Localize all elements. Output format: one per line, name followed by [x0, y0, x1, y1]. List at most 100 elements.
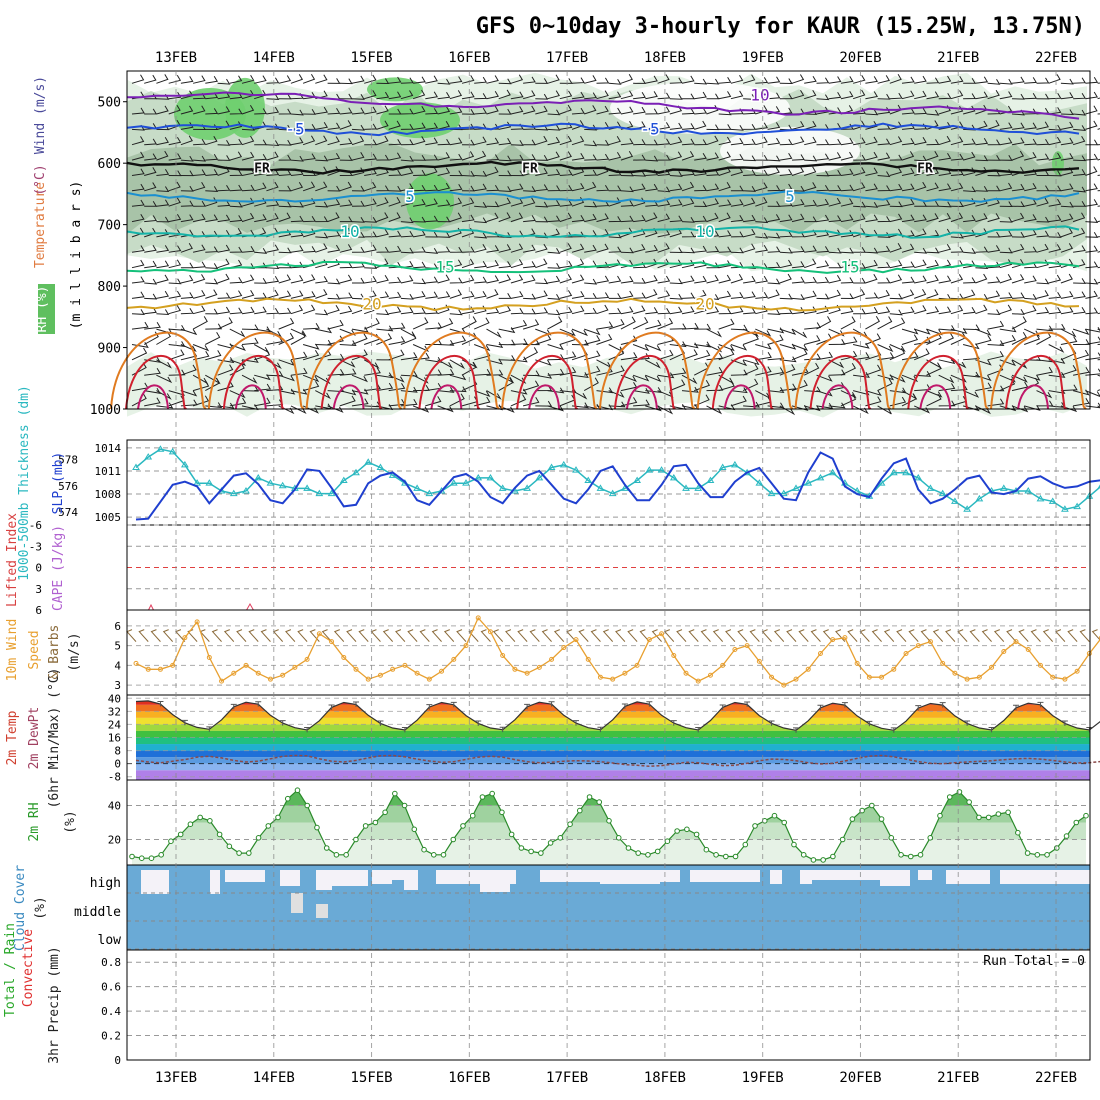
upper-wind-barb	[510, 243, 524, 253]
upper-wind-barb	[767, 334, 784, 345]
wind-10m-barb	[333, 629, 345, 642]
upper-wind-barb	[205, 323, 223, 330]
upper-wind-barb	[193, 155, 207, 162]
cloud-gap	[770, 870, 782, 884]
rh-point	[528, 848, 534, 855]
upper-wind-barb	[730, 344, 748, 351]
upper-wind-barb	[180, 364, 197, 376]
isotherm-line	[126, 225, 1080, 239]
upper-wind-barb	[620, 397, 638, 407]
upper-wind-barb	[144, 138, 158, 146]
upper-wind-barb	[987, 154, 1001, 161]
upper-wind-barb	[229, 75, 243, 84]
upper-wind-barb	[327, 122, 341, 130]
upper-wind-barb	[547, 275, 561, 284]
temp-minmax-bar	[744, 701, 751, 707]
upper-wind-barb	[510, 319, 528, 330]
upper-wind-barb	[535, 290, 548, 299]
upper-wind-barb	[694, 245, 708, 253]
upper-wind-barb	[914, 228, 927, 238]
upper-wind-barb	[914, 371, 932, 377]
upper-wind-barb	[144, 153, 157, 161]
rh-point	[168, 838, 174, 845]
date-label-bottom: 14FEB	[253, 1070, 295, 1086]
upper-wind-barb	[914, 305, 927, 315]
upper-wind-barb	[755, 244, 769, 253]
upper-ylabel-part: Temperature	[33, 182, 48, 268]
upper-wind-barb	[388, 276, 402, 284]
cloud-gap	[390, 870, 404, 880]
upper-wind-barb	[1085, 217, 1099, 223]
upper-wind-barb	[840, 229, 854, 238]
rh-point	[1073, 819, 1080, 826]
upper-wind-barb	[351, 349, 368, 361]
upper-wind-barb	[657, 106, 671, 115]
cloud-level-label: low	[98, 933, 122, 948]
upper-wind-barb	[816, 293, 830, 300]
upper-wind-barb	[400, 306, 414, 315]
upper-wind-barb	[498, 155, 512, 162]
rh-point	[693, 831, 700, 838]
rh-point	[927, 835, 934, 841]
upper-wind-barb	[400, 275, 414, 284]
wind-speed-point	[817, 650, 823, 656]
upper-wind-barb	[474, 290, 487, 299]
upper-wind-barb	[584, 278, 598, 285]
upper-wind-barb	[1060, 78, 1074, 85]
precip-tick-label: 0.8	[101, 956, 121, 969]
upper-wind-barb	[571, 152, 585, 161]
upper-wind-barb	[1085, 290, 1098, 299]
upper-wind-barb	[290, 74, 304, 84]
upper-wind-barb	[779, 200, 793, 207]
upper-wind-barb	[584, 124, 598, 131]
upper-wind-barb	[791, 344, 809, 351]
upper-wind-barb	[290, 275, 304, 284]
upper-wind-barb	[999, 334, 1016, 345]
wind-speed-point	[1001, 649, 1007, 655]
upper-wind-barb	[1048, 232, 1062, 238]
upper-ytick-label: 900	[98, 342, 121, 357]
upper-wind-barb	[449, 76, 463, 84]
upper-wind-barb	[364, 367, 381, 376]
wind-speed-point	[952, 670, 958, 676]
temp-minmax-bar	[670, 720, 677, 726]
upper-wind-barb	[938, 332, 955, 345]
upper-wind-barb	[877, 199, 891, 207]
rh-legend-swatch	[38, 284, 55, 334]
upper-wind-barb	[1036, 400, 1054, 407]
temp-minmax-bar	[988, 727, 995, 733]
upper-ylabel-part: RH (%)	[35, 286, 50, 333]
wind-speed-point	[365, 676, 371, 682]
upper-wind-barb	[1048, 244, 1062, 253]
upper-wind-barb	[571, 390, 588, 400]
wind-10m-barb	[688, 629, 699, 642]
upper-wind-barb	[596, 153, 610, 161]
upper-wind-barb	[828, 247, 842, 254]
upper-wind-barb	[266, 199, 280, 207]
upper-wind-barb	[1024, 108, 1038, 115]
upper-wind-barb	[559, 169, 573, 176]
upper-wind-barb	[645, 307, 659, 315]
temp-tick-label: 24	[108, 718, 122, 731]
upper-wind-barb	[987, 89, 1000, 100]
upper-wind-barb	[339, 216, 353, 223]
upper-wind-barb	[706, 124, 720, 131]
upper-wind-barb	[315, 243, 328, 253]
upper-wind-barb	[229, 215, 243, 223]
upper-wind-barb	[804, 405, 821, 412]
upper-wind-barb	[327, 368, 345, 376]
upper-wind-barb	[816, 184, 830, 192]
temp-axis-label: (6hr Min/Max) (°C)	[47, 668, 62, 809]
upper-wind-barb	[559, 78, 573, 84]
upper-wind-barb	[926, 120, 939, 130]
upper-wind-barb	[730, 324, 748, 331]
upper-wind-barb	[938, 75, 952, 84]
upper-wind-barb	[584, 154, 598, 161]
thickness-point	[999, 484, 1008, 491]
upper-wind-barb	[510, 91, 524, 100]
upper-wind-barb	[840, 277, 854, 284]
upper-wind-barb	[131, 309, 145, 315]
upper-wind-barb	[254, 306, 267, 315]
upper-wind-barb	[486, 358, 503, 365]
wind-speed-point	[1062, 676, 1068, 682]
